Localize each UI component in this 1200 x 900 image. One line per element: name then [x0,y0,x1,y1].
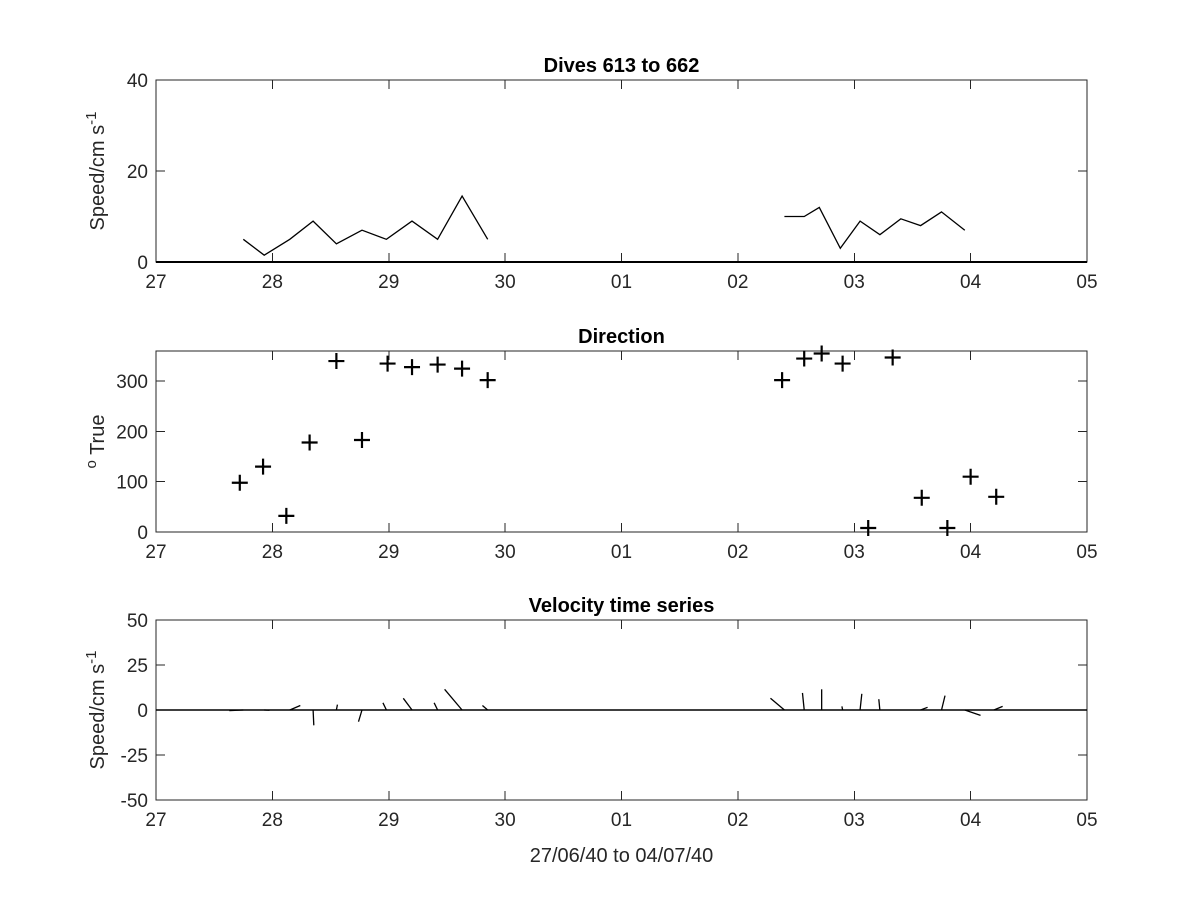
y-axis-label-text: Speed/cm s [87,664,109,770]
x-tick-label: 04 [960,542,982,563]
data-point [939,519,956,536]
y-tick-label: 50 [127,611,148,632]
series-line [784,206,966,250]
data-point [913,489,930,506]
velocity-stick [335,704,339,711]
y-axis-label-superscript: -1 [83,651,100,664]
series-line [242,194,489,256]
data-point [834,355,851,372]
x-tick-label: 05 [1076,542,1097,563]
y-axis-label: o True [83,415,110,469]
data-point [278,507,295,524]
y-tick-label: 200 [116,422,148,443]
x-tick-label: 02 [727,542,748,563]
x-tick-label: 04 [960,810,982,831]
x-tick-label: 29 [378,810,399,831]
x-tick-label: 29 [378,272,399,293]
y-axis-label-text: True [87,415,109,461]
velocity-stick [229,709,244,712]
x-tick-label: 30 [495,810,516,831]
y-axis-label: Speed/cm s-1 [83,112,110,231]
x-tick-label: 29 [378,542,399,563]
data-point [988,488,1005,505]
x-tick-label: 30 [495,272,516,293]
x-tick-label: 28 [262,810,283,831]
x-tick-label: 04 [960,272,982,293]
data-point [796,350,813,367]
panel-2: 27 28 29 30 01 02 03 04 05 0 100 200 300 Direction o T… [83,326,1098,563]
y-tick-label: 0 [137,701,148,722]
data-point [379,355,396,372]
velocity-stick [993,705,1003,711]
y-tick-label: 0 [137,523,148,544]
chart-title: Velocity time series [529,595,715,617]
velocity-stick [801,692,805,711]
y-tick-label: -25 [121,746,148,767]
y-axis-label-text: Speed/cm s [87,125,109,231]
data-point [454,360,471,377]
x-tick-label: 01 [611,272,632,293]
velocity-stick [841,706,844,711]
data-point [860,519,877,536]
velocity-stick [859,693,863,711]
data-point [328,353,345,370]
x-tick-label: 03 [844,272,865,293]
velocity-stick [382,702,388,711]
data-point [884,349,901,366]
velocity-stick [940,695,946,711]
axes-box [155,350,1088,533]
x-tick-label: 30 [495,542,516,563]
x-tick-label: 01 [611,810,632,831]
velocity-stick [444,688,463,711]
panel-3: 27 28 29 30 01 02 03 04 05 50 25 0 -25 -50 Velocity ti… [83,595,1098,867]
data-point [479,372,496,389]
x-tick-label: 28 [262,272,283,293]
x-tick-label: 27 [145,542,166,563]
y-axis-label-superscript: o [83,460,100,468]
chart-title: Dives 613 to 662 [544,55,700,77]
y-tick-label: 40 [127,71,148,92]
data-point [429,356,446,373]
data-point [813,345,830,362]
velocity-stick [357,709,363,722]
data-point [255,458,272,475]
x-tick-label: 02 [727,810,748,831]
panel-1: 27 28 29 30 01 02 03 04 05 0 20 40 Dives 613 to 662 S… [83,55,1098,293]
velocity-stick [964,709,981,717]
x-tick-label: 01 [611,542,632,563]
velocity-stick [433,702,439,711]
x-tick-label: 05 [1076,810,1097,831]
velocity-stick [878,699,881,711]
y-tick-label: -50 [121,791,148,812]
y-tick-label: 20 [127,162,148,183]
y-tick-label: 300 [116,372,148,393]
data-point [301,434,318,451]
x-tick-label: 03 [844,810,865,831]
data-point [962,468,979,485]
y-axis-label-superscript: -1 [83,112,100,125]
data-point [774,372,791,389]
velocity-stick [770,697,785,711]
velocity-stick [482,705,489,711]
velocity-stick [402,697,413,711]
x-axis-label: 27/06/40 to 04/07/40 [530,845,714,867]
x-tick-label: 03 [844,542,865,563]
velocity-stick [289,704,301,711]
x-tick-label: 05 [1076,272,1097,293]
y-tick-label: 25 [127,656,148,677]
y-tick-label: 0 [137,253,148,274]
data-point [231,474,248,491]
x-tick-label: 28 [262,542,283,563]
x-tick-label: 27 [145,810,166,831]
y-axis-label: Speed/cm s-1 [83,651,110,770]
velocity-stick [312,709,315,726]
data-point [404,359,421,376]
y-tick-label: 100 [116,473,148,494]
chart-title: Direction [578,326,665,348]
data-point [353,431,370,448]
x-tick-label: 27 [145,272,166,293]
velocity-stick [920,706,928,711]
x-tick-label: 02 [727,272,748,293]
